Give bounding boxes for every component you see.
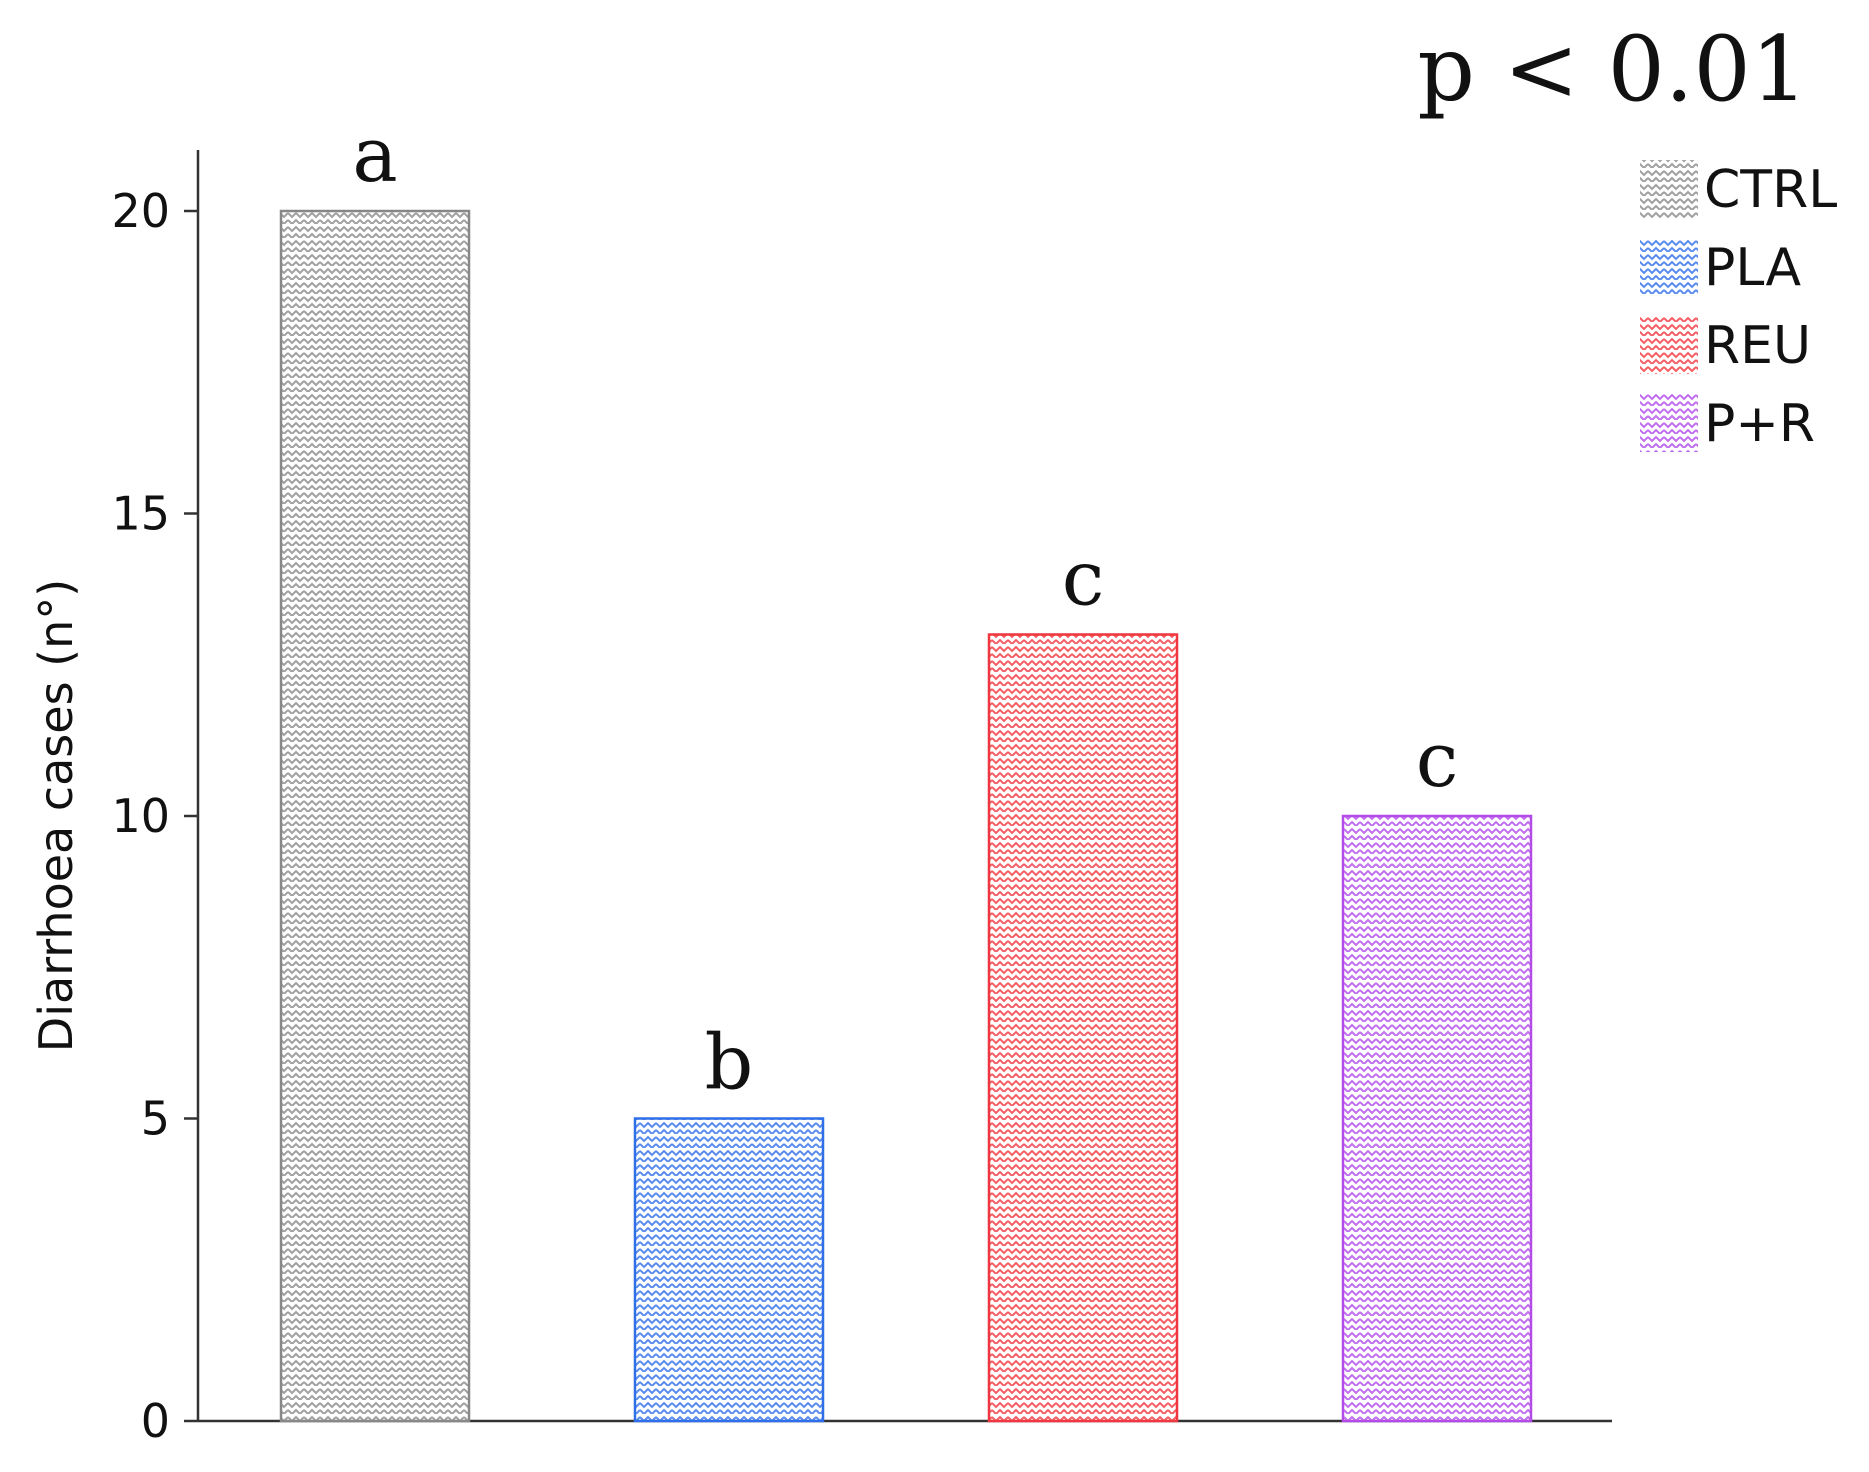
legend-label: PLA [1704,238,1802,298]
y-tick-label: 20 [111,184,170,238]
y-tick-label: 10 [111,789,170,843]
y-tick-label: 15 [111,487,170,541]
legend-swatch [1640,316,1698,374]
legend: CTRL PLA REU P+R [1640,160,1837,454]
bar-p-r [1341,814,1533,1423]
legend-swatch [1640,160,1698,218]
y-tick-label: 0 [141,1394,170,1448]
group-letter: c [1062,534,1105,623]
y-ticks: 0 5 10 15 20 [111,184,198,1448]
p-value-annotation: p < 0.01 [1417,17,1808,122]
bar-ctrl [279,209,471,1423]
group-letters: a b c c [352,110,1458,1107]
legend-label: CTRL [1704,160,1837,220]
group-letter: b [705,1018,754,1107]
legend-swatch [1640,238,1698,296]
bar-reu [987,633,1179,1423]
legend-label: REU [1704,316,1811,376]
group-letter: c [1416,715,1459,804]
bar-pla [633,1117,825,1423]
group-letter: a [352,110,397,199]
y-tick-label: 5 [141,1092,170,1146]
bars [279,209,1533,1423]
legend-label: P+R [1704,394,1815,454]
y-axis-title: Diarrhoea cases (n°) [29,579,83,1052]
legend-swatch [1640,394,1698,452]
